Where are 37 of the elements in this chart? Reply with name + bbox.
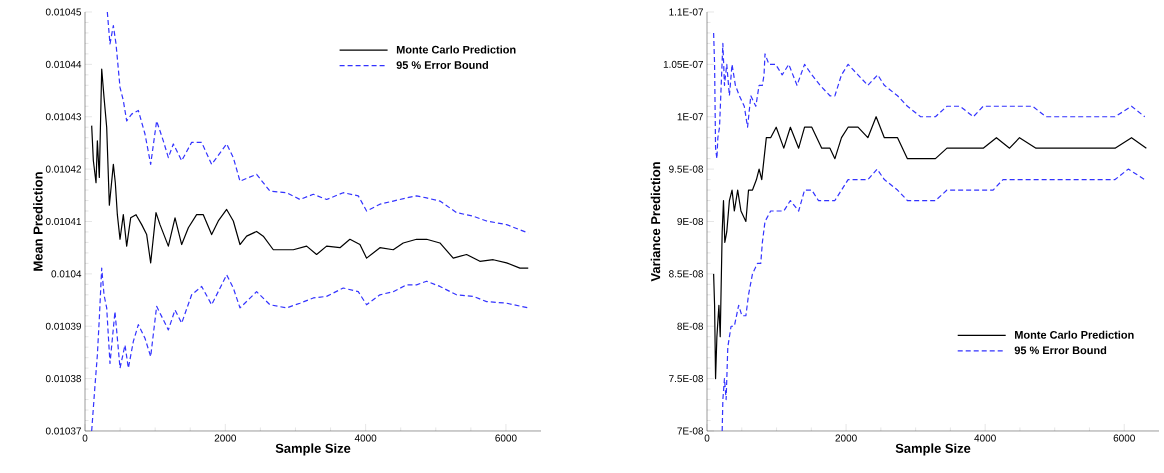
y-tick-label: 0.01041 bbox=[45, 217, 82, 226]
y-axis-title: Variance Prediction bbox=[650, 162, 661, 282]
y-tick-label: 0.01045 bbox=[45, 8, 82, 16]
line-series bbox=[91, 267, 529, 431]
x-tick-label: 6000 bbox=[1113, 434, 1135, 442]
y-tick-label: 1.1E-07 bbox=[669, 8, 703, 16]
x-tick-label: 0 bbox=[704, 434, 710, 442]
x-tick-label: 0 bbox=[82, 434, 88, 442]
legend-label: Monte Carlo Prediction bbox=[1015, 330, 1134, 339]
y-axis-title: Mean Prediction bbox=[33, 172, 43, 271]
y-tick-label: 7.5E-08 bbox=[669, 375, 704, 383]
y-tick-label: 0.01042 bbox=[45, 165, 81, 173]
legend-label: 95 % Error Bound bbox=[396, 60, 489, 69]
y-tick-label: 1.05E-07 bbox=[663, 60, 703, 68]
legend-label: 95 % Error Bound bbox=[1014, 346, 1107, 355]
x-tick-label: 4000 bbox=[354, 434, 377, 442]
y-tick-label: 0.01038 bbox=[45, 375, 82, 383]
x-axis-title: Sample Size bbox=[275, 443, 351, 456]
y-tick-label: 9.5E-08 bbox=[669, 165, 704, 173]
x-tick-label: 6000 bbox=[495, 434, 517, 442]
y-tick-label: 0.0104 bbox=[51, 270, 82, 278]
y-tick-label: 0.01043 bbox=[45, 113, 82, 121]
y-tick-label: 1E-07 bbox=[677, 113, 703, 121]
y-tick-label: 8.5E-08 bbox=[669, 270, 704, 278]
x-tick-label: 4000 bbox=[974, 434, 996, 442]
x-tick-label: 2000 bbox=[835, 434, 857, 442]
y-tick-label: 7E-08 bbox=[677, 427, 704, 435]
x-tick-label: 2000 bbox=[214, 434, 237, 442]
y-tick-label: 9E-08 bbox=[677, 217, 704, 226]
y-tick-label: 0.01044 bbox=[45, 60, 82, 68]
legend-label: Monte Carlo Prediction bbox=[396, 45, 516, 54]
line-series bbox=[106, 11, 529, 234]
line-series bbox=[91, 68, 529, 269]
x-axis-title: Sample Size bbox=[895, 443, 971, 456]
y-tick-label: 0.01037 bbox=[45, 427, 81, 435]
y-tick-label: 8E-08 bbox=[677, 322, 704, 330]
y-tick-label: 0.01039 bbox=[45, 322, 82, 330]
